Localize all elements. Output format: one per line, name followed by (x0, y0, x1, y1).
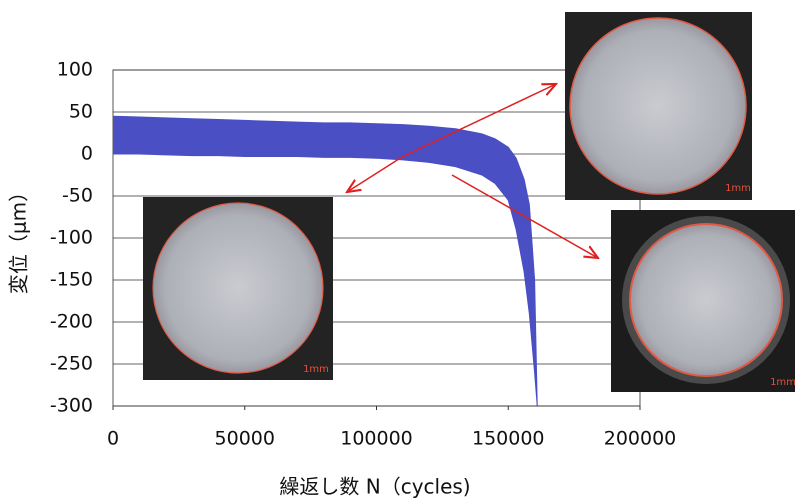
y-tick-label: -100 (50, 227, 93, 249)
x-tick-label: 50000 (215, 428, 275, 450)
scale-label: 1mm (303, 364, 329, 375)
y-tick-label: -250 (50, 353, 93, 375)
x-tick-label: 150000 (472, 428, 545, 450)
y-axis-label: 変位（μm） (7, 182, 31, 294)
x-axis-label: 繰返し数 N（cycles) (279, 475, 470, 499)
scale-label: 1mm (770, 377, 795, 388)
y-tick-label: -150 (50, 269, 93, 291)
inset-photo-bottom: 1mm (611, 210, 795, 392)
chart: -300 -250 -200 -150 -100 -50 0 50 100 0 50000 10000… (0, 0, 795, 503)
inset-photo-left: 1mm (143, 197, 333, 380)
y-tick-label: -300 (50, 395, 93, 417)
y-tick-label: 50 (69, 101, 93, 123)
x-tick-label: 200000 (604, 428, 677, 450)
scale-label: 1mm (725, 183, 751, 194)
y-tick-label: 100 (57, 59, 93, 81)
page: -300 -250 -200 -150 -100 -50 0 50 100 0 50000 10000… (0, 0, 795, 503)
inset-photo-top: 1mm (565, 12, 752, 200)
y-tick-label: -200 (50, 311, 93, 333)
y-tick-label: 0 (81, 143, 93, 165)
x-tick-label: 0 (107, 428, 119, 450)
x-tick-label: 100000 (340, 428, 413, 450)
y-tick-label: -50 (62, 185, 93, 207)
